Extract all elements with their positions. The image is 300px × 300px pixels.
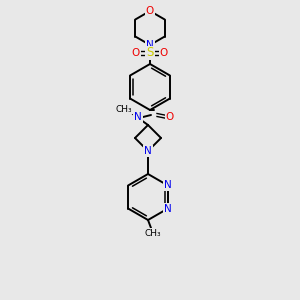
Text: CH₃: CH₃ xyxy=(145,229,161,238)
Text: N: N xyxy=(146,40,154,50)
Text: O: O xyxy=(166,112,174,122)
Text: S: S xyxy=(146,46,154,59)
Text: N: N xyxy=(134,112,142,122)
Text: O: O xyxy=(132,48,140,58)
Text: O: O xyxy=(160,48,168,58)
Text: O: O xyxy=(146,6,154,16)
Text: N: N xyxy=(144,146,152,156)
Text: CH₃: CH₃ xyxy=(116,104,132,113)
Text: N: N xyxy=(164,181,172,190)
Text: N: N xyxy=(164,203,172,214)
